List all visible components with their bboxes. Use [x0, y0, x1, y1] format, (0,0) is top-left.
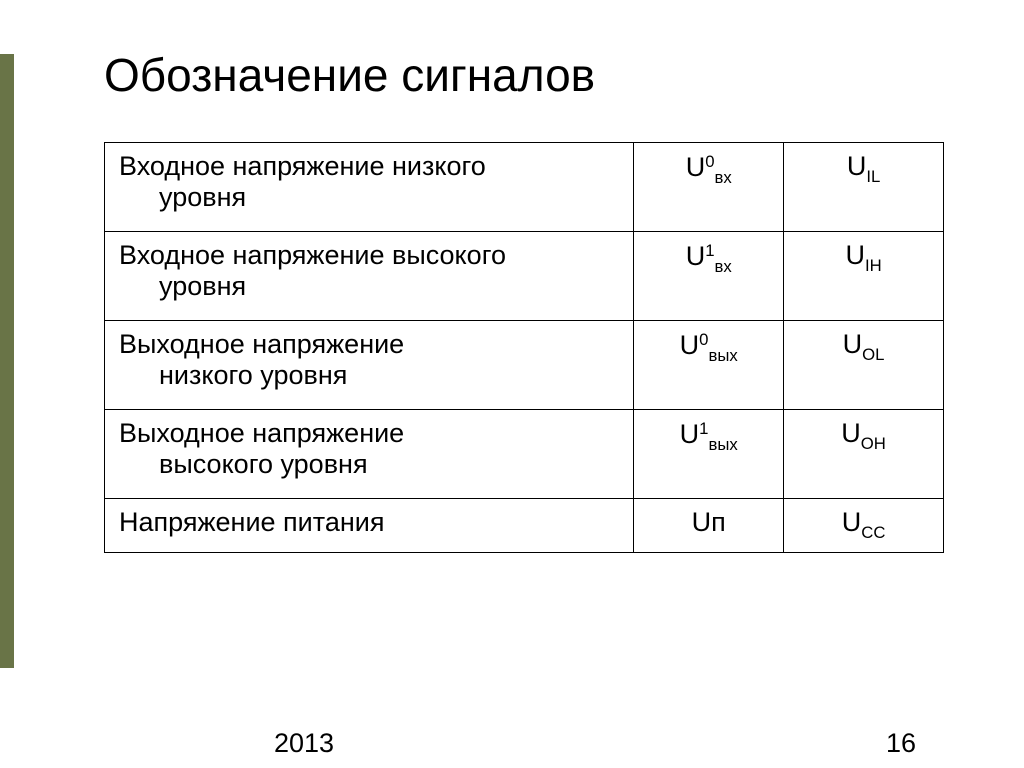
signal-symbol-en: UIH — [784, 232, 944, 321]
symbol-base: U — [841, 418, 861, 448]
symbol-sub: вых — [708, 435, 737, 454]
signal-symbol-en: UOH — [784, 410, 944, 499]
symbol-base: U — [847, 151, 867, 181]
signal-description: Входное напряжение высокого уровня — [105, 232, 634, 321]
slide-title: Обозначение сигналов — [64, 48, 960, 102]
desc-text: уровня — [119, 182, 619, 213]
symbol-sub: OL — [862, 345, 884, 364]
symbol-sup: 0 — [705, 152, 714, 171]
symbol-sub: вх — [715, 168, 732, 187]
symbol-base: U — [842, 507, 862, 537]
symbol-base: U — [680, 330, 700, 360]
desc-text: Входное напряжение высокого — [119, 240, 619, 271]
signal-symbol-en: UOL — [784, 321, 944, 410]
signal-symbol-ru: U1вх — [634, 232, 784, 321]
signal-description: Выходное напряжение низкого уровня — [105, 321, 634, 410]
symbol-sub: IL — [866, 167, 880, 186]
signal-description: Напряжение питания — [105, 499, 634, 553]
signal-symbol-en: UCC — [784, 499, 944, 553]
table-row: Напряжение питания Uп UCC — [105, 499, 944, 553]
symbol-sub: IH — [865, 256, 882, 275]
desc-text: Выходное напряжение — [119, 418, 619, 449]
signal-symbol-ru: Uп — [634, 499, 784, 553]
desc-text: уровня — [119, 271, 619, 302]
symbol-sub: CC — [861, 523, 885, 542]
footer-year: 2013 — [274, 728, 334, 759]
symbol-sup: 1 — [705, 241, 714, 260]
table-row: Выходное напряжение высокого уровня U1вы… — [105, 410, 944, 499]
desc-text: Входное напряжение низкого — [119, 151, 619, 182]
signal-description: Входное напряжение низкого уровня — [105, 143, 634, 232]
signal-description: Выходное напряжение высокого уровня — [105, 410, 634, 499]
desc-text: Напряжение питания — [119, 507, 619, 538]
table-row: Входное напряжение высокого уровня U1вх … — [105, 232, 944, 321]
desc-text: Выходное напряжение — [119, 329, 619, 360]
symbol-base: U — [680, 419, 700, 449]
symbol-base: U — [843, 329, 863, 359]
slide: Обозначение сигналов Входное напряжение … — [0, 0, 1024, 768]
signal-table: Входное напряжение низкого уровня U0вх U… — [104, 142, 944, 553]
symbol-base: U — [686, 241, 706, 271]
footer-page-number: 16 — [886, 728, 916, 759]
symbol-base: Uп — [692, 507, 726, 537]
desc-text: высокого уровня — [119, 449, 619, 480]
desc-text: низкого уровня — [119, 360, 619, 391]
signal-symbol-ru: U0вых — [634, 321, 784, 410]
accent-bar — [0, 54, 14, 668]
signal-symbol-ru: U1вых — [634, 410, 784, 499]
symbol-sub: OH — [861, 434, 886, 453]
table-row: Выходное напряжение низкого уровня U0вых… — [105, 321, 944, 410]
signal-symbol-en: UIL — [784, 143, 944, 232]
symbol-base: U — [686, 152, 706, 182]
symbol-base: U — [845, 240, 865, 270]
signal-table-wrap: Входное напряжение низкого уровня U0вх U… — [64, 142, 960, 553]
signal-symbol-ru: U0вх — [634, 143, 784, 232]
symbol-sub: вых — [708, 346, 737, 365]
symbol-sub: вх — [715, 257, 732, 276]
table-row: Входное напряжение низкого уровня U0вх U… — [105, 143, 944, 232]
